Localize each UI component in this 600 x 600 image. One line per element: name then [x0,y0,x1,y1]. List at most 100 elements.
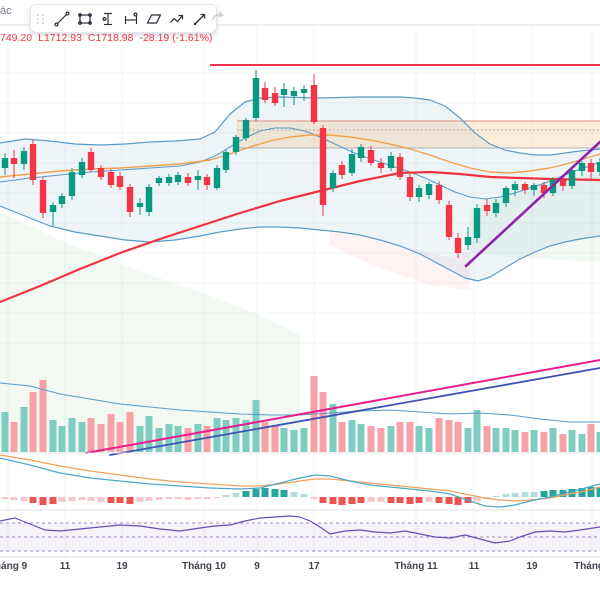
candle-body [415,188,423,197]
macd-histogram-bar [174,497,182,499]
x-axis-label: 17 [308,561,320,572]
candle-body [68,172,76,196]
volume-bar [280,428,288,452]
volume-bar [348,420,356,452]
macd-histogram-bar [435,497,443,503]
drawing-toolbar[interactable] [30,4,217,33]
macd-histogram-bar [348,497,356,504]
volume-bar [10,422,18,452]
volume-bar [596,432,600,452]
volume-bar [203,426,211,452]
volume-bar [454,422,462,452]
volume-bar [329,404,337,452]
candle-body [435,185,443,200]
macd-histogram-bar [194,497,202,499]
redo-icon[interactable] [210,9,226,30]
volume-bar [415,426,423,452]
volume-bar [213,418,221,452]
volume-bar [578,434,586,452]
macd-histogram-bar [502,494,510,497]
volume-bar [194,424,202,452]
parallelogram-icon[interactable] [143,8,164,29]
macd-histogram-bar [445,497,453,504]
legend-low: L1712.93 [38,32,82,44]
bollinger-lower [0,205,600,282]
candle-body [290,91,298,96]
supply-zone [237,121,600,148]
candle-body [78,162,86,175]
arrow-marker-icon[interactable] [189,8,210,29]
candle-body [203,177,211,185]
macd-histogram-bar [329,497,337,504]
wave-arrow-icon[interactable] [166,8,187,29]
bollinger-middle [0,127,600,200]
macd-histogram-bar [290,492,298,497]
macd-histogram-bar [232,493,240,497]
drag-handle-icon[interactable] [37,13,45,24]
candle-body [1,158,9,168]
volume-bar [473,410,481,452]
candle-body [29,144,37,180]
volume-bar [174,426,182,452]
trend-line-icon[interactable] [51,8,72,29]
candle-body [596,162,600,172]
macd-histogram-bar [511,493,519,497]
volume-bar [145,416,153,452]
volume-bar [300,428,308,452]
volume-bar [136,426,144,452]
date-range-icon[interactable] [120,8,141,29]
macd-histogram-bar [49,497,57,504]
macd-histogram-bar [492,496,500,497]
macd-histogram-bar [415,497,423,503]
volume-bar [319,392,327,452]
macd-histogram-bar [222,495,230,497]
volume-bar [261,422,269,452]
volume-bar [97,424,105,452]
macd-histogram-bar [97,497,105,502]
macd-histogram-bar [406,497,414,504]
volume-bar [39,380,47,452]
candle-body [319,128,327,205]
candle-body [58,196,66,204]
volume-bar [521,432,529,452]
candle-body [174,175,182,182]
volume-bar [511,430,519,452]
candle-body [587,163,595,172]
volume-bar [78,422,86,452]
candle-body [492,203,500,213]
x-axis-label: Tháng 9 [0,561,28,572]
macd-histogram-bar [252,489,260,497]
candle-body [145,187,153,212]
macd-histogram-bar [184,497,192,500]
volume-bar [290,430,298,452]
volume-bar [20,407,28,452]
x-axis-label: 19 [526,561,538,572]
volume-bar [357,424,365,452]
macd-line [0,457,600,508]
volume-bar [435,418,443,452]
x-axis-label: Tháng 12 [574,561,600,572]
candle-body [136,203,144,207]
volume-bar [387,426,395,452]
rectangle-icon[interactable] [74,8,95,29]
x-axis-label: Tháng 10 [182,561,226,572]
price-range-icon[interactable] [97,8,118,29]
volume-bar [338,422,346,452]
x-axis[interactable]: Tháng 9 11 19 Tháng 10 9 17 Tháng 11 11 19 Tháng … [0,559,600,577]
candle-body [464,237,472,245]
candle-body [559,180,567,186]
candle-body [445,205,453,237]
volume-bar [107,414,115,452]
candle-body [242,120,250,138]
macd-histogram-bar [454,497,462,505]
macd-histogram-bar [261,488,269,497]
volume-bar [242,420,250,452]
x-axis-label: 19 [116,561,128,572]
macd-histogram-bar [58,497,66,502]
candle-body [425,184,433,195]
candle-body [107,172,115,185]
ma-orange [0,134,600,178]
macd-histogram-bar [596,487,600,497]
volume-bar [68,418,76,452]
